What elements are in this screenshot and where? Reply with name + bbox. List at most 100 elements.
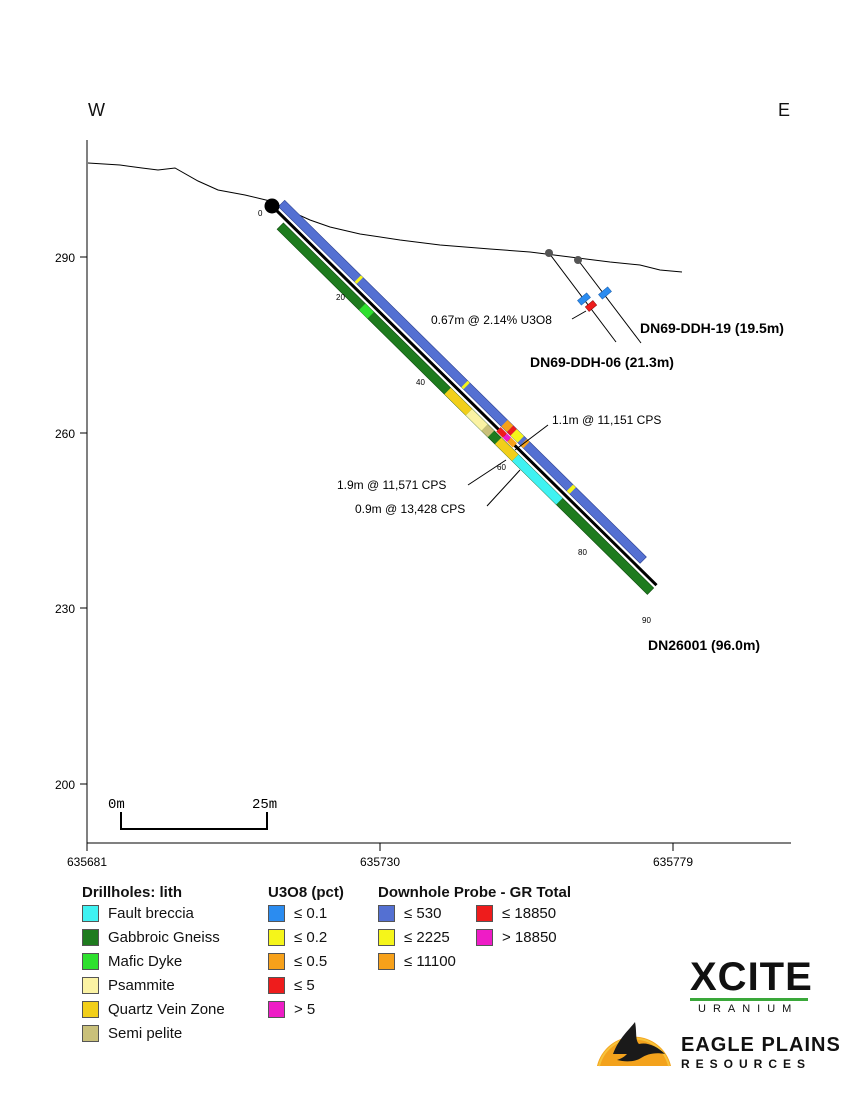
depth-mark: 40 (416, 378, 425, 387)
leader-line (571, 310, 587, 320)
probe-segment (461, 380, 470, 390)
legend-label: ≤ 0.2 (294, 929, 328, 946)
probe-segment (520, 438, 530, 449)
x-tick-label: 635681 (67, 855, 107, 869)
legend-label: > 18850 (502, 929, 557, 946)
y-tick-label: 290 (55, 251, 75, 265)
legend-swatch (82, 1025, 99, 1042)
lith-segment (494, 437, 519, 462)
x-tick-label: 635779 (653, 855, 693, 869)
hole-label-main: DN26001 (96.0m) (648, 637, 760, 653)
probe-segment (354, 275, 364, 284)
hole-06-assay-high (584, 300, 598, 312)
legend-label: ≤ 18850 (502, 905, 557, 922)
xcite-wordmark: XCITE (690, 955, 813, 999)
probe-segment (501, 420, 514, 433)
xcite-logo: XCITE URANIUM (690, 955, 813, 1015)
legend-label: Semi pelite (108, 1025, 183, 1042)
legend-u3o8-item: ≤ 0.2 (268, 929, 327, 946)
hole-label-06: DN69-DDH-06 (21.3m) (530, 354, 674, 370)
legend-label: Fault breccia (108, 905, 194, 922)
assay-segment (506, 437, 517, 448)
legend-label: Mafic Dyke (108, 953, 183, 970)
scale-bar-start: 0m (108, 797, 125, 813)
legend-label: ≤ 2225 (404, 929, 450, 946)
legend-lith-title: Drillholes: lith (82, 884, 183, 901)
legend-probe-item: ≤ 2225 (378, 929, 450, 946)
uranium-wordmark: URANIUM (698, 1003, 799, 1015)
legend-label: Gabbroic Gneiss (108, 929, 220, 946)
legend-swatch (82, 1001, 99, 1018)
legend-probe-title: Downhole Probe - GR Total (378, 884, 572, 901)
leader-line (486, 469, 521, 507)
collar-dot (264, 198, 280, 214)
cps-annotation: 1.1m @ 11,151 CPS (552, 413, 661, 427)
legend-label: ≤ 0.5 (294, 953, 328, 970)
lith-segment (481, 424, 495, 438)
legend-probe-item: > 18850 (476, 929, 557, 946)
legend-u3o8-item: ≤ 5 (268, 977, 315, 994)
cps-annotation: 1.9m @ 11,571 CPS (337, 478, 446, 492)
legend-lith-item: Quartz Vein Zone (82, 1001, 225, 1018)
legend-label: ≤ 0.1 (294, 905, 328, 922)
y-tick-label: 230 (55, 602, 75, 616)
hole-19-assay (598, 286, 612, 300)
depth-mark: 20 (336, 293, 345, 302)
eagle-plains-text: EAGLE PLAINS (681, 1034, 841, 1056)
legend-probe-item: ≤ 530 (378, 905, 441, 922)
lith-segment (358, 303, 374, 319)
assay-segment (502, 433, 512, 442)
probe-strip (277, 199, 647, 564)
legend-lith-item: Semi pelite (82, 1025, 182, 1042)
east-label: E (778, 100, 791, 120)
resources-text: RESOURCES (681, 1057, 812, 1071)
hole-trace (270, 204, 658, 587)
legend-label: ≤ 5 (294, 977, 315, 994)
legend-label: ≤ 530 (404, 905, 442, 922)
cps-annotation: 0.9m @ 13,428 CPS (355, 502, 465, 516)
depth-mark: 60 (497, 463, 506, 472)
leader-line (514, 424, 549, 451)
probe-segment (566, 484, 576, 494)
legend-probe-item: ≤ 18850 (476, 905, 556, 922)
drillhole-dn26001 (270, 199, 658, 595)
probe-segment (506, 425, 517, 436)
legend-label: Psammite (108, 977, 175, 994)
hole-19-collar (574, 256, 582, 264)
leader-line (467, 459, 507, 486)
y-tick-label: 260 (55, 427, 75, 441)
legend-swatch (268, 977, 285, 994)
hole-06-collar (545, 249, 553, 257)
scale-bar (120, 812, 268, 830)
legend-swatch (476, 905, 493, 922)
legend-swatch (378, 905, 395, 922)
west-label: W (88, 100, 105, 120)
logo-underline (690, 998, 808, 1001)
depth-mark: 0 (258, 209, 263, 218)
legend-swatch (82, 953, 99, 970)
x-tick-label: 635730 (360, 855, 400, 869)
legend-probe-item: ≤ 11100 (378, 953, 456, 970)
legend-swatch (268, 905, 285, 922)
legend-swatch (378, 929, 395, 946)
legend-swatch (476, 929, 493, 946)
assay-annotation: 0.67m @ 2.14% U3O8 (431, 313, 552, 327)
eagle-logo-icon (597, 1022, 671, 1067)
legend-label: > 5 (294, 1001, 316, 1018)
depth-mark: 80 (578, 548, 587, 557)
lith-segment (444, 387, 473, 416)
legend-label: ≤ 11100 (404, 953, 456, 970)
cross-section-diagram: 290 260 230 200 635681 635730 635779 (55, 140, 791, 869)
depth-mark: 90 (642, 616, 651, 625)
legend-swatch (268, 953, 285, 970)
legend-swatch (268, 929, 285, 946)
y-tick-label: 200 (55, 778, 75, 792)
legend-swatch (82, 929, 99, 946)
topography-line (87, 162, 683, 273)
hole-06-assay (577, 292, 591, 306)
lith-segment (465, 408, 488, 431)
assay-segment (496, 427, 507, 438)
legend-swatch (82, 905, 99, 922)
legend-u3o8-title: U3O8 (pct) (268, 884, 344, 901)
eagle-plains-wordmark: EAGLE PLAINS RESOURCES (681, 1034, 841, 1071)
